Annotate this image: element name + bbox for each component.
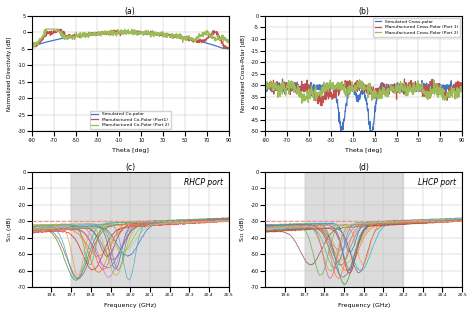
Manufactured Cross-Polar (Port 2) [442, 98, 447, 102]
Manufactured Cross-Polar (Port 2) [431, 78, 437, 82]
Title: (d): (d) [358, 163, 369, 172]
Manufactured Cross-Polar (Port 1) [459, 85, 465, 89]
X-axis label: Frequency (GHz): Frequency (GHz) [337, 303, 390, 308]
Legend: Simulated Co-polar, Manufactured Co-Polar (Port1), Manufactured Co-Polar (Port 2: Simulated Co-polar, Manufactured Co-Pola… [90, 111, 171, 129]
Manufactured Cross-Polar (Port 1) [359, 83, 365, 86]
Simulated Cross-polar [306, 84, 311, 88]
Line: Manufactured Cross-Polar (Port 2): Manufactured Cross-Polar (Port 2) [265, 80, 462, 103]
Manufactured Co-Polar (Port1) [58, 27, 64, 31]
Title: (a): (a) [125, 7, 136, 16]
Line: Manufactured Cross-Polar (Port 1): Manufactured Cross-Polar (Port 1) [265, 79, 462, 106]
Manufactured Co-Polar (Port1) [145, 32, 151, 36]
Manufactured Co-Polar (Port1) [226, 46, 231, 50]
X-axis label: Theta [deg]: Theta [deg] [112, 148, 149, 153]
Manufactured Co-Polar (Port 2) [81, 34, 87, 38]
Simulated Co-polar [81, 33, 86, 37]
Manufactured Cross-Polar (Port 2) [299, 101, 305, 105]
Title: (c): (c) [125, 163, 135, 172]
Manufactured Cross-Polar (Port 1) [306, 89, 311, 92]
Manufactured Cross-Polar (Port 2) [306, 91, 311, 95]
Simulated Cross-polar [398, 88, 404, 91]
Manufactured Cross-Polar (Port 1) [263, 84, 268, 88]
Manufactured Co-Polar (Port 2) [208, 35, 214, 39]
Simulated Cross-polar [359, 85, 365, 89]
Manufactured Cross-Polar (Port 2) [459, 88, 465, 92]
Manufactured Co-Polar (Port 2) [73, 35, 78, 39]
Simulated Cross-polar [263, 86, 268, 90]
Line: Manufactured Co-Polar (Port 2): Manufactured Co-Polar (Port 2) [32, 29, 228, 49]
Manufactured Co-Polar (Port1) [208, 32, 214, 36]
Text: LHCP port: LHCP port [418, 178, 456, 186]
Simulated Cross-polar [459, 87, 465, 91]
Simulated Co-polar [226, 47, 231, 50]
Simulated Co-polar [29, 45, 35, 49]
Manufactured Co-Polar (Port1) [225, 47, 230, 51]
Simulated Co-polar [164, 33, 170, 37]
Manufactured Co-Polar (Port 2) [29, 44, 35, 48]
Text: RHCP port: RHCP port [184, 178, 223, 186]
Simulated Cross-polar [419, 79, 425, 83]
Line: Manufactured Co-Polar (Port1): Manufactured Co-Polar (Port1) [32, 29, 228, 49]
Simulated Cross-polar [442, 84, 447, 88]
X-axis label: Theta [deg]: Theta [deg] [345, 148, 382, 153]
Simulated Cross-polar [314, 84, 320, 88]
X-axis label: Frequency (GHz): Frequency (GHz) [104, 303, 156, 308]
Manufactured Co-Polar (Port 2) [126, 31, 132, 35]
Simulated Co-polar [220, 47, 226, 50]
Manufactured Cross-Polar (Port 1) [319, 104, 325, 108]
Manufactured Co-Polar (Port 2) [165, 31, 171, 35]
Y-axis label: S₁₁ (dB): S₁₁ (dB) [7, 218, 12, 242]
Manufactured Cross-Polar (Port 1) [398, 88, 404, 91]
Manufactured Cross-Polar (Port 2) [398, 84, 404, 88]
Legend: Simulated Cross-polar, Manufactured Cross-Polar (Port 1), Manufactured Cross-Pol: Simulated Cross-polar, Manufactured Cros… [373, 18, 460, 37]
Simulated Cross-polar [379, 89, 384, 92]
Simulated Co-polar [145, 31, 151, 35]
Manufactured Cross-Polar (Port 1) [379, 87, 384, 90]
Bar [71, 172, 170, 287]
Manufactured Co-Polar (Port1) [164, 33, 170, 37]
Manufactured Cross-Polar (Port 2) [379, 89, 384, 93]
Simulated Co-polar [72, 34, 78, 38]
Simulated Cross-polar [367, 129, 373, 133]
Line: Simulated Cross-polar: Simulated Cross-polar [265, 81, 462, 131]
Manufactured Co-Polar (Port1) [126, 30, 132, 34]
Manufactured Cross-Polar (Port 1) [401, 77, 407, 81]
Line: Simulated Co-polar: Simulated Co-polar [32, 32, 228, 49]
Simulated Co-polar [122, 31, 128, 34]
Manufactured Co-Polar (Port 2) [44, 27, 49, 31]
Y-axis label: Normalized Directivity [dB]: Normalized Directivity [dB] [7, 37, 12, 111]
Title: (b): (b) [358, 7, 369, 16]
Manufactured Cross-Polar (Port 2) [359, 85, 365, 89]
Manufactured Cross-Polar (Port 1) [314, 91, 320, 95]
Manufactured Cross-Polar (Port 2) [263, 89, 268, 93]
Manufactured Co-Polar (Port 2) [146, 29, 151, 32]
Manufactured Co-Polar (Port1) [81, 33, 87, 37]
Y-axis label: Normalized Cross-Polar [dB]: Normalized Cross-Polar [dB] [240, 35, 246, 112]
Simulated Co-polar [126, 31, 132, 34]
Manufactured Cross-Polar (Port 2) [314, 96, 320, 100]
Y-axis label: S₁₁ (dB): S₁₁ (dB) [240, 218, 246, 242]
Manufactured Cross-Polar (Port 1) [442, 91, 447, 95]
Manufactured Co-Polar (Port1) [73, 34, 78, 38]
Bar [305, 172, 403, 287]
Manufactured Co-Polar (Port 2) [30, 47, 36, 51]
Manufactured Co-Polar (Port1) [29, 44, 35, 48]
Simulated Co-polar [208, 43, 214, 46]
Manufactured Co-Polar (Port 2) [226, 40, 231, 44]
